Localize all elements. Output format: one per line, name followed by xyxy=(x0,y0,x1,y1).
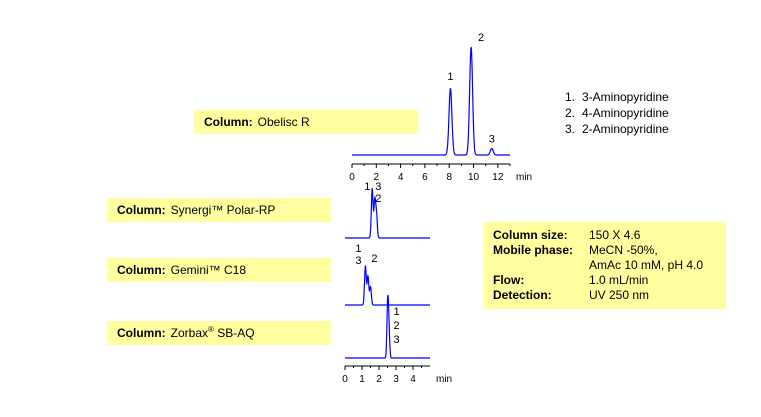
x-tick-label: 0 xyxy=(342,374,348,385)
condition-row: Flow: 1.0 mL/min xyxy=(493,273,726,288)
condition-row: AmAc 10 mM, pH 4.0 xyxy=(493,258,726,273)
column-label-synergi: Column: Synergi™ Polar-RP xyxy=(107,198,331,222)
peak-label: 1 xyxy=(447,71,453,83)
x-tick-label: 6 xyxy=(422,172,428,183)
column-label-gemini: Column: Gemini™ C18 xyxy=(107,258,331,282)
trademark-mark: ™ xyxy=(208,263,221,277)
column-name-suffix: SB-AQ xyxy=(213,326,255,340)
peak-label: 3 xyxy=(375,181,381,193)
legend-name: 4-Aminopyridine xyxy=(582,106,669,120)
conditions-box: Column size: 150 X 4.6 Mobile phase: MeCN … xyxy=(483,222,726,309)
condition-value: 150 X 4.6 xyxy=(589,228,641,242)
x-tick-label: 0 xyxy=(349,172,355,183)
legend-name: 3-Aminopyridine xyxy=(582,90,669,104)
x-axis-label: min xyxy=(516,172,532,183)
peak-label: 1 xyxy=(394,306,400,318)
x-tick-label: 8 xyxy=(446,172,452,183)
condition-key: Detection: xyxy=(493,288,552,302)
registered-mark: ® xyxy=(208,325,214,334)
x-tick-label: 3 xyxy=(393,374,399,385)
peak-label: 3 xyxy=(489,134,495,146)
condition-row: Column size: 150 X 4.6 xyxy=(493,228,726,243)
x-tick-label: 10 xyxy=(468,172,480,183)
peak-label: 2 xyxy=(394,320,400,332)
peak-label: 3 xyxy=(355,255,361,267)
column-prefix: Column: xyxy=(117,326,166,340)
condition-value: AmAc 10 mM, pH 4.0 xyxy=(589,258,704,272)
peak-label: 2 xyxy=(478,32,484,44)
column-name: Gemini xyxy=(170,263,209,277)
trademark-mark: ™ xyxy=(211,203,224,217)
x-tick-label: 2 xyxy=(374,172,380,183)
x-tick-label: 12 xyxy=(492,172,504,183)
column-name: Synergi xyxy=(170,203,212,217)
column-label-obelisc: Column: Obelisc R xyxy=(194,110,418,134)
x-axis-label: min xyxy=(436,374,452,385)
legend-num: 2. xyxy=(565,106,576,120)
chromatogram-trace-2 xyxy=(345,188,430,239)
peak-label: 2 xyxy=(371,253,377,265)
column-prefix: Column: xyxy=(117,203,166,217)
legend-num: 3. xyxy=(565,122,576,136)
peak-label: 2 xyxy=(375,193,381,205)
column-name: Obelisc R xyxy=(257,115,310,129)
condition-key: Column size: xyxy=(493,228,568,242)
column-prefix: Column: xyxy=(117,263,166,277)
x-tick-label: 2 xyxy=(376,374,382,385)
column-name-suffix: Polar-RP xyxy=(223,203,276,217)
legend-item: 2. 4-Aminopyridine xyxy=(565,105,669,121)
column-label-zorbax: Column: Zorbax® SB-AQ xyxy=(107,321,331,345)
condition-value: MeCN -50%, xyxy=(589,243,658,257)
legend-name: 2-Aminopyridine xyxy=(582,122,669,136)
legend-num: 1. xyxy=(565,90,576,104)
chromatogram-trace-1 xyxy=(352,46,510,156)
legend-item: 3. 2-Aminopyridine xyxy=(565,121,669,137)
x-tick-label: 1 xyxy=(359,374,365,385)
column-prefix: Column: xyxy=(204,115,253,129)
condition-key: Mobile phase: xyxy=(493,243,574,257)
column-name-suffix: C18 xyxy=(220,263,247,277)
peak-label: 1 xyxy=(355,243,361,255)
x-tick-label: 4 xyxy=(410,374,416,385)
condition-key: Flow: xyxy=(493,273,525,287)
condition-value: UV 250 nm xyxy=(589,288,650,302)
peak-label: 1 xyxy=(364,181,370,193)
peak-label: 3 xyxy=(394,334,400,346)
condition-row: Detection: UV 250 nm xyxy=(493,288,726,303)
compound-legend: 1. 3-Aminopyridine 2. 4-Aminopyridine 3. 2-… xyxy=(565,89,669,137)
condition-value: 1.0 mL/min xyxy=(589,273,649,287)
condition-row: Mobile phase: MeCN -50%, xyxy=(493,243,726,258)
column-name: Zorbax xyxy=(170,326,209,340)
chromatogram-trace-4 xyxy=(345,294,430,359)
legend-item: 1. 3-Aminopyridine xyxy=(565,89,669,105)
x-tick-label: 4 xyxy=(398,172,404,183)
